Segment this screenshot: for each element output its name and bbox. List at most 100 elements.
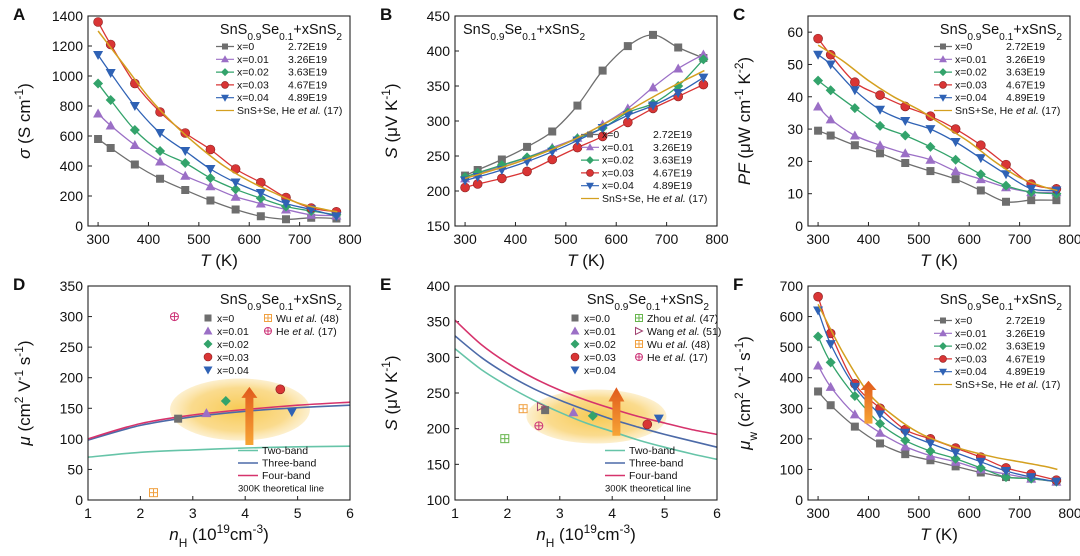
legend-label: Three-band	[262, 458, 316, 470]
data-point	[129, 140, 140, 149]
x-axis-label: T (K)	[200, 251, 238, 270]
label-part: Se	[505, 22, 523, 38]
y-tick-label: 150	[60, 400, 84, 416]
data-point	[518, 404, 528, 414]
x-axis-label: T (K)	[920, 251, 958, 270]
data-point	[587, 410, 598, 421]
y-tick-label: 300	[427, 113, 451, 129]
label-part: (μV K	[382, 371, 401, 419]
plot-frame	[87, 15, 351, 227]
label-part: +xSnS	[1013, 22, 1056, 38]
label-part: 0.1	[999, 302, 1013, 313]
x-tick-label: 3	[556, 505, 564, 521]
data-point	[901, 159, 910, 167]
panel-title: SnS0.9Se0.1+xSnS2	[220, 292, 342, 313]
data-point	[875, 90, 885, 100]
legend-label: Four-band	[629, 470, 678, 482]
plot-frame	[807, 285, 1071, 501]
series-line	[817, 303, 1058, 471]
legend-label: x=0.04	[217, 365, 249, 377]
legend-label: x=0.04	[584, 365, 616, 377]
panel-letter: B	[380, 5, 392, 24]
data-point	[698, 73, 709, 83]
panel-a: A 0 200 400 600 800 1000 1200 1400 300 400 500 600 70…	[12, 5, 362, 270]
data-point	[875, 120, 886, 131]
y-tick-label: 250	[60, 339, 84, 355]
data-point	[1026, 473, 1037, 483]
data-point	[205, 144, 216, 155]
label-part: -2	[732, 62, 746, 73]
panel-c: C 0 10 20 30 40 50 60 300 400 500 600 700 800 T (K) PF …	[732, 5, 1080, 270]
y-tick-label: 150	[427, 456, 451, 472]
data-point	[976, 186, 985, 195]
data-point	[850, 141, 859, 150]
data-point	[231, 205, 240, 214]
theory-line	[454, 319, 718, 436]
data-point	[849, 86, 860, 96]
data-point	[826, 131, 835, 140]
legend-label: x=0.02	[217, 339, 249, 351]
legend-label: x=0.01	[217, 326, 249, 338]
label-part: Se	[981, 292, 999, 308]
x-tick-label: 5	[294, 505, 302, 521]
legend-carrier: 4.67E19	[1006, 353, 1045, 365]
y-axis-label: PF (μW cm-1 K-2)	[732, 57, 754, 185]
legend-marker	[586, 182, 594, 190]
data-point	[331, 212, 342, 222]
data-point	[648, 82, 659, 92]
data-point	[230, 178, 241, 188]
y-tick-label: 100	[60, 431, 84, 447]
legend-carrier: 2.72E19	[1006, 315, 1045, 327]
data-point	[900, 148, 911, 158]
y-tick-label: 200	[60, 370, 84, 386]
x-tick-label: 300	[86, 231, 110, 247]
data-point	[93, 78, 104, 89]
x-tick-label: 1	[451, 505, 459, 521]
x-tick-label: 4	[608, 505, 616, 521]
label-part: +xSnS	[293, 22, 336, 38]
data-point	[825, 60, 836, 70]
y-tick-label: 100	[780, 461, 804, 477]
data-point	[105, 39, 116, 50]
label-part: +xSnS	[660, 292, 703, 308]
legend-label: Zhou et al. (47)	[647, 313, 718, 325]
x-tick-label: 400	[137, 231, 161, 247]
data-point	[900, 435, 911, 446]
data-point	[813, 331, 824, 342]
data-point	[1026, 184, 1037, 194]
legend-marker	[939, 329, 947, 337]
legend-carrier: 4.89E19	[1006, 92, 1045, 104]
label-part: H	[546, 536, 555, 550]
legend-carrier: 4.67E19	[653, 167, 692, 179]
label-part: SnS+Se, He	[955, 379, 1016, 391]
data-point	[648, 101, 659, 111]
legend-carrier: 2.72E19	[653, 129, 692, 141]
label-part: (S cm	[15, 99, 34, 148]
label-part: 2	[1056, 302, 1062, 313]
legend-marker	[204, 314, 212, 322]
theory-line	[454, 348, 718, 461]
data-point	[674, 43, 683, 52]
label-part: S	[382, 419, 401, 431]
x-tick-label: 300	[806, 505, 830, 521]
y-axis-label: μ (cm2 V-1 s-1)	[12, 340, 34, 446]
data-point	[850, 77, 860, 88]
label-part: V	[15, 380, 34, 397]
legend-marker	[939, 94, 947, 102]
y-tick-label: 200	[427, 421, 451, 437]
label-part: )	[263, 525, 269, 544]
x-tick-label: 2	[504, 505, 512, 521]
label-part: 2	[12, 396, 26, 403]
label-part: 0.1	[646, 302, 660, 313]
label-part: )	[15, 83, 34, 89]
data-point	[849, 391, 860, 402]
label-part: (17)	[321, 105, 343, 117]
label-part: -3	[620, 522, 631, 536]
legend-label: Wang et al. (51)	[647, 326, 721, 338]
x-tick-label: 5	[661, 505, 669, 521]
data-point	[230, 184, 241, 195]
series-line	[97, 30, 338, 213]
data-point	[568, 407, 579, 417]
series-line	[817, 391, 1057, 483]
x-axis-label: T (K)	[920, 525, 958, 544]
